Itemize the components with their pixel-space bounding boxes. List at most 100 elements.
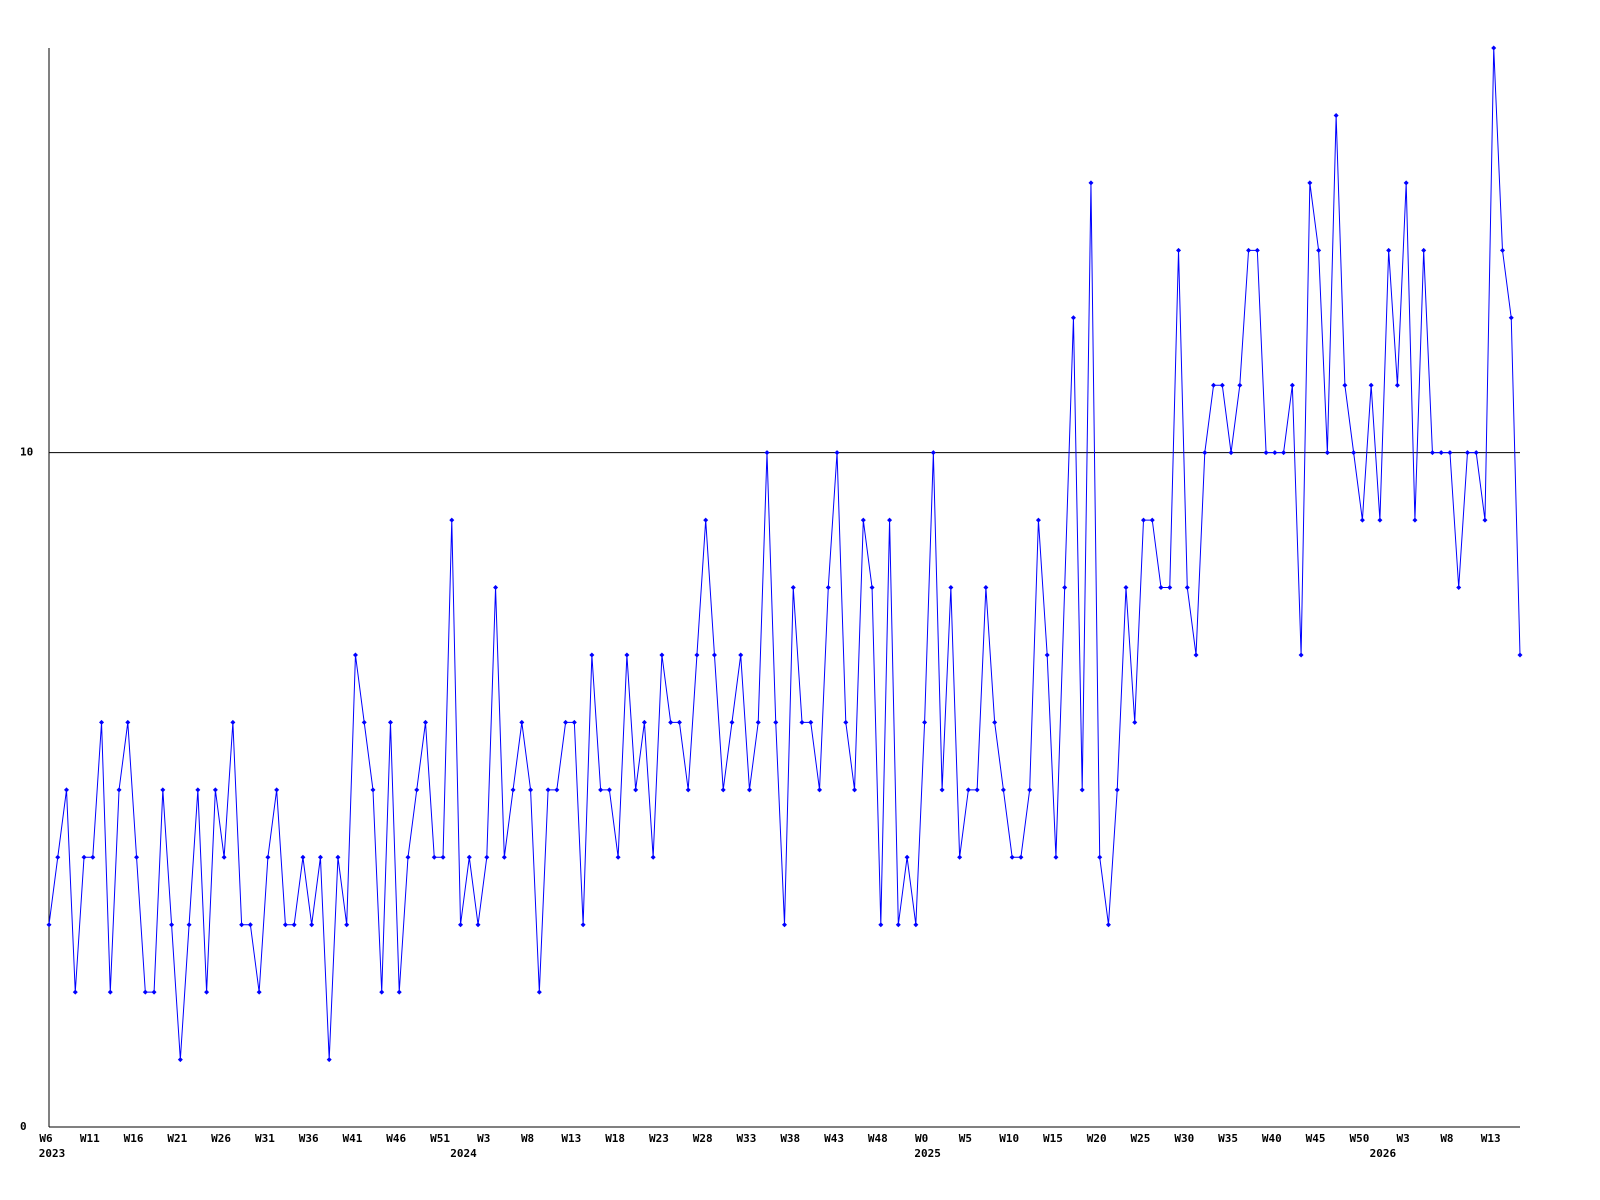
year-label: 2023 bbox=[39, 1147, 66, 1160]
data-point bbox=[449, 517, 455, 523]
data-point bbox=[1316, 247, 1322, 253]
data-point bbox=[1499, 247, 1505, 253]
data-point bbox=[1062, 585, 1068, 590]
data-point bbox=[1149, 517, 1155, 523]
data-point bbox=[1097, 854, 1103, 860]
data-point bbox=[265, 854, 271, 860]
data-point bbox=[1018, 854, 1024, 860]
data-point bbox=[46, 922, 52, 928]
data-point bbox=[1307, 180, 1313, 186]
data-point bbox=[309, 922, 315, 928]
data-point bbox=[125, 719, 131, 725]
data-point bbox=[895, 922, 901, 928]
x-tick-label: W30 bbox=[1174, 1132, 1194, 1145]
data-point bbox=[1298, 652, 1304, 658]
data-point bbox=[1114, 787, 1120, 793]
data-point bbox=[554, 787, 560, 793]
data-point bbox=[169, 922, 175, 928]
data-point bbox=[379, 989, 385, 995]
data-point bbox=[510, 787, 516, 793]
data-point bbox=[930, 450, 936, 456]
data-point bbox=[598, 787, 604, 793]
data-point bbox=[519, 719, 525, 725]
data-point bbox=[1237, 382, 1243, 388]
data-point bbox=[563, 719, 569, 725]
x-tick-label: W16 bbox=[124, 1132, 144, 1145]
data-point bbox=[484, 854, 490, 860]
data-point bbox=[1254, 247, 1260, 253]
data-point bbox=[957, 854, 963, 860]
data-point bbox=[913, 922, 919, 928]
data-point bbox=[1421, 247, 1427, 253]
data-point bbox=[1403, 180, 1409, 186]
data-point bbox=[1482, 517, 1488, 523]
x-tick-label: W45 bbox=[1306, 1132, 1326, 1145]
data-point bbox=[458, 922, 464, 928]
data-point bbox=[1105, 922, 1111, 928]
data-point bbox=[204, 989, 210, 995]
x-tick-label: W0 bbox=[915, 1132, 928, 1145]
data-point bbox=[256, 989, 262, 995]
year-label: 2025 bbox=[914, 1147, 941, 1160]
data-point bbox=[370, 787, 376, 793]
data-point bbox=[116, 787, 122, 793]
data-point bbox=[1211, 382, 1217, 388]
data-point bbox=[160, 787, 166, 793]
data-point bbox=[1464, 450, 1470, 456]
data-point bbox=[1044, 652, 1050, 658]
data-point bbox=[974, 787, 980, 793]
data-point bbox=[878, 922, 884, 928]
data-point bbox=[440, 854, 446, 860]
data-point bbox=[344, 922, 350, 928]
data-point bbox=[536, 989, 542, 995]
data-point bbox=[580, 922, 586, 928]
data-point bbox=[475, 922, 481, 928]
data-point bbox=[992, 719, 998, 725]
data-point bbox=[177, 1057, 183, 1063]
data-point bbox=[1456, 585, 1462, 590]
x-tick-label: W50 bbox=[1349, 1132, 1369, 1145]
x-tick-label: W18 bbox=[605, 1132, 625, 1145]
data-point bbox=[361, 719, 367, 725]
y-tick-label: 0 bbox=[20, 1120, 27, 1133]
data-point bbox=[134, 854, 140, 860]
year-label: 2024 bbox=[450, 1147, 477, 1160]
data-point bbox=[81, 854, 87, 860]
data-point bbox=[186, 922, 192, 928]
data-point bbox=[1447, 450, 1453, 456]
data-point bbox=[965, 787, 971, 793]
data-point bbox=[1070, 315, 1076, 321]
data-point bbox=[1281, 450, 1287, 456]
x-tick-label: W13 bbox=[561, 1132, 581, 1145]
x-tick-label: W23 bbox=[649, 1132, 669, 1145]
data-point bbox=[1438, 450, 1444, 456]
data-point bbox=[1079, 787, 1085, 793]
data-point bbox=[99, 719, 105, 725]
data-line bbox=[48, 47, 1521, 1060]
x-tick-label: W36 bbox=[299, 1132, 319, 1145]
data-point bbox=[869, 585, 875, 590]
data-point bbox=[676, 719, 682, 725]
data-point bbox=[1140, 517, 1146, 523]
x-tick-label: W20 bbox=[1087, 1132, 1107, 1145]
data-point bbox=[1394, 382, 1400, 388]
data-point bbox=[1000, 787, 1006, 793]
data-point bbox=[764, 450, 770, 456]
data-point bbox=[528, 787, 534, 793]
x-tick-label: W26 bbox=[211, 1132, 231, 1145]
x-tick-label: W48 bbox=[868, 1132, 888, 1145]
x-tick-label: W8 bbox=[1440, 1132, 1453, 1145]
data-point bbox=[624, 652, 630, 658]
data-point bbox=[1263, 450, 1269, 456]
data-point bbox=[55, 854, 61, 860]
data-point bbox=[1377, 517, 1383, 523]
data-point bbox=[773, 719, 779, 725]
x-tick-label: W43 bbox=[824, 1132, 844, 1145]
data-point bbox=[414, 787, 420, 793]
data-point bbox=[694, 652, 700, 658]
data-point bbox=[1053, 854, 1059, 860]
data-point bbox=[221, 854, 227, 860]
data-point bbox=[1342, 382, 1348, 388]
